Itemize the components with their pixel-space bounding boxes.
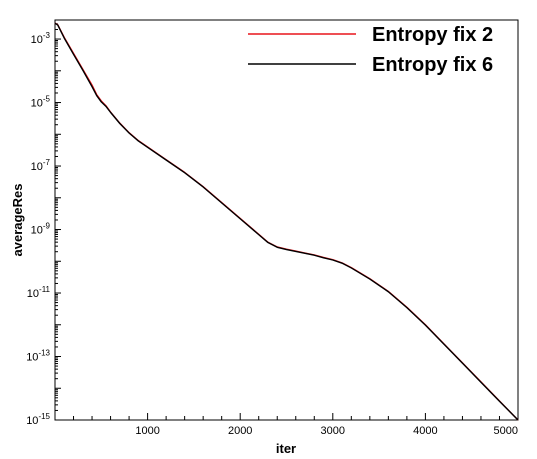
x-tick-label: 5000 <box>494 425 518 437</box>
x-tick-label: 2000 <box>228 425 252 437</box>
legend-label-entropy-fix-6: Entropy fix 6 <box>372 54 493 76</box>
y-tick-label: 10-7 <box>31 158 51 173</box>
series-line-entropy-fix-2 <box>54 22 519 421</box>
x-tick-label: 1000 <box>135 425 159 437</box>
y-tick-label: 10-11 <box>27 285 51 300</box>
y-tick-label: 10-5 <box>31 95 51 110</box>
y-tick-label: 10-15 <box>26 412 50 427</box>
y-axis-ticks: 10-3 10-5 10-7 10-9 10-11 10-13 10-15 <box>26 23 61 427</box>
x-tick-label: 3000 <box>321 425 345 437</box>
y-tick-label: 10-13 <box>26 349 50 364</box>
legend: Entropy fix 2 Entropy fix 6 <box>248 24 493 76</box>
x-tick-label: 4000 <box>413 425 437 437</box>
y-tick-label: 10-3 <box>31 31 51 46</box>
x-axis-ticks: 1000 2000 3000 4000 5000 <box>73 413 518 437</box>
legend-label-entropy-fix-2: Entropy fix 2 <box>372 24 493 46</box>
y-tick-label: 10-9 <box>31 222 51 237</box>
series-line-entropy-fix-6 <box>54 22 519 421</box>
y-axis-title: averageRes <box>10 184 25 257</box>
series-layer <box>54 22 519 421</box>
x-axis-title: iter <box>276 441 296 456</box>
plot-frame <box>54 19 519 421</box>
